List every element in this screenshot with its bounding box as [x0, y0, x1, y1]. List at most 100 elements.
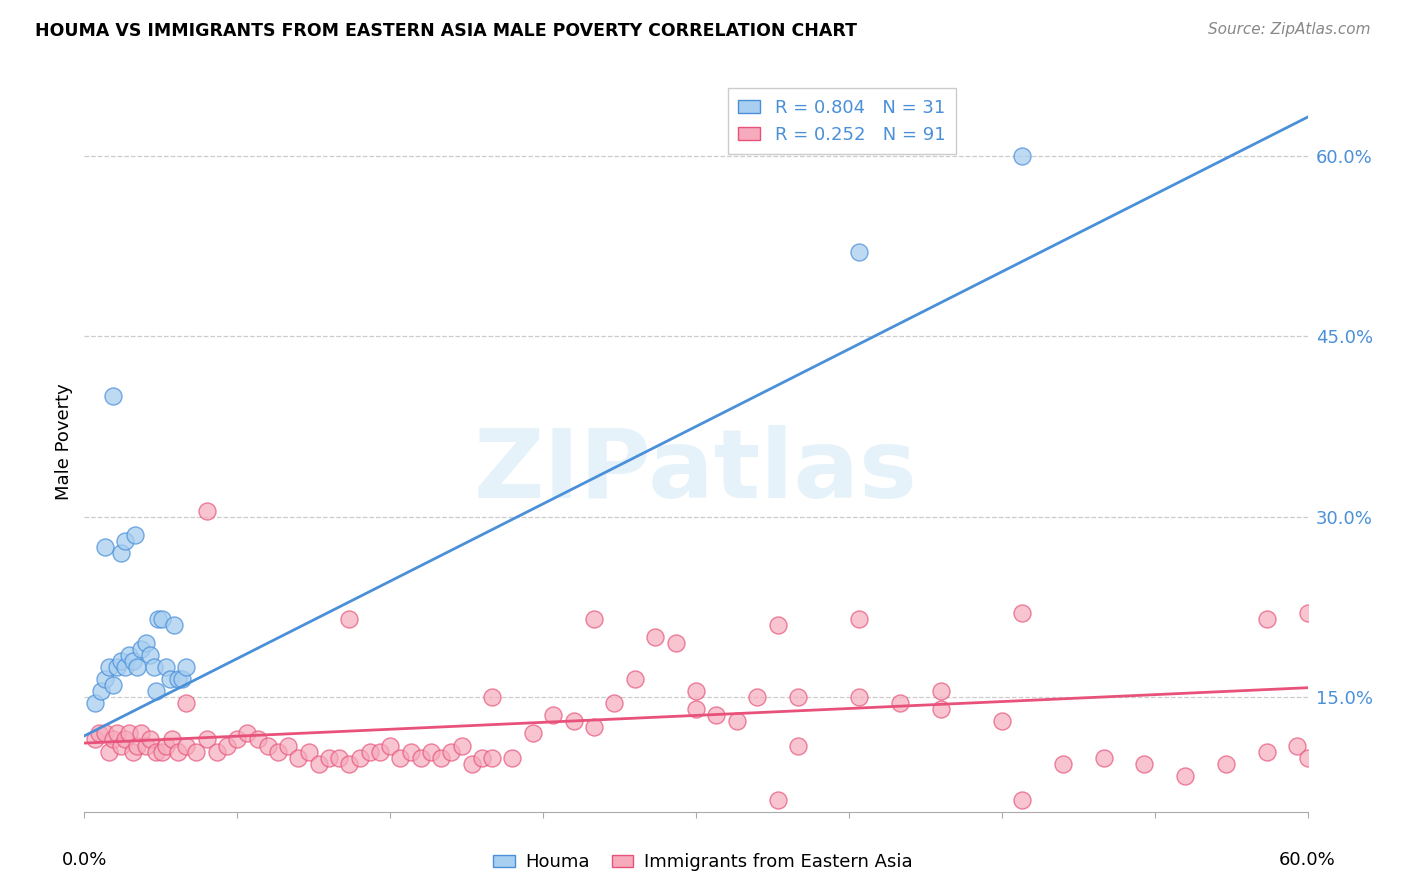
Point: [1256, 745, 1278, 759]
Point: [167, 745, 190, 759]
Legend: Houma, Immigrants from Eastern Asia: Houma, Immigrants from Eastern Asia: [486, 847, 920, 879]
Point: [1296, 750, 1319, 764]
Point: [389, 750, 412, 764]
Point: [105, 726, 128, 740]
Point: [83, 697, 105, 711]
Point: [583, 721, 606, 735]
Point: [150, 612, 173, 626]
Point: [481, 750, 503, 764]
Point: [138, 648, 160, 663]
Point: [146, 612, 169, 626]
Point: [522, 726, 544, 740]
Point: [481, 690, 503, 705]
Point: [90, 684, 112, 698]
Point: [205, 745, 228, 759]
Point: [1215, 756, 1237, 771]
Point: [127, 660, 149, 674]
Point: [83, 732, 105, 747]
Point: [87, 726, 110, 740]
Point: [145, 684, 167, 698]
Point: [328, 750, 350, 764]
Point: [665, 636, 688, 650]
Point: [277, 739, 299, 753]
Point: [848, 612, 870, 626]
Point: [603, 697, 626, 711]
Point: [135, 739, 157, 753]
Point: [848, 690, 870, 705]
Point: [124, 528, 146, 542]
Point: [118, 726, 141, 740]
Point: [122, 654, 145, 668]
Point: [929, 702, 952, 716]
Point: [318, 750, 340, 764]
Point: [114, 533, 136, 548]
Point: [1286, 739, 1309, 753]
Point: [685, 702, 707, 716]
Point: [267, 745, 290, 759]
Point: [725, 714, 748, 729]
Point: [101, 389, 124, 403]
Point: [644, 630, 666, 644]
Point: [172, 673, 194, 687]
Point: [766, 793, 789, 807]
Point: [114, 660, 136, 674]
Point: [991, 714, 1014, 729]
Point: [461, 756, 484, 771]
Point: [122, 745, 145, 759]
Y-axis label: Male Poverty: Male Poverty: [55, 384, 73, 500]
Point: [287, 750, 309, 764]
Point: [368, 745, 391, 759]
Point: [471, 750, 494, 764]
Point: [101, 732, 124, 747]
Point: [101, 678, 124, 692]
Point: [420, 745, 443, 759]
Point: [131, 642, 153, 657]
Point: [257, 739, 280, 753]
Point: [159, 673, 181, 687]
Point: [298, 745, 321, 759]
Text: ZIPatlas: ZIPatlas: [474, 425, 918, 517]
Text: 60.0%: 60.0%: [1279, 851, 1336, 869]
Point: [160, 732, 183, 747]
Point: [145, 745, 167, 759]
Legend: R = 0.804   N = 31, R = 0.252   N = 91: R = 0.804 N = 31, R = 0.252 N = 91: [728, 87, 956, 154]
Point: [131, 726, 153, 740]
Point: [1011, 148, 1033, 162]
Point: [135, 636, 157, 650]
Point: [1092, 750, 1115, 764]
Point: [246, 732, 269, 747]
Point: [93, 673, 115, 687]
Point: [110, 654, 132, 668]
Point: [624, 673, 647, 687]
Point: [430, 750, 453, 764]
Point: [110, 546, 132, 560]
Point: [747, 690, 769, 705]
Point: [440, 745, 463, 759]
Point: [339, 756, 361, 771]
Point: [226, 732, 249, 747]
Point: [114, 732, 136, 747]
Point: [889, 697, 911, 711]
Point: [450, 739, 472, 753]
Point: [359, 745, 381, 759]
Point: [787, 690, 810, 705]
Point: [349, 750, 371, 764]
Point: [1052, 756, 1074, 771]
Point: [138, 732, 160, 747]
Point: [97, 745, 120, 759]
Point: [1011, 793, 1033, 807]
Point: [1256, 612, 1278, 626]
Point: [163, 618, 186, 632]
Point: [1133, 756, 1156, 771]
Point: [110, 739, 132, 753]
Point: [174, 697, 197, 711]
Point: [502, 750, 524, 764]
Point: [380, 739, 402, 753]
Point: [543, 708, 565, 723]
Point: [339, 612, 361, 626]
Point: [1296, 606, 1319, 620]
Point: [1011, 606, 1033, 620]
Point: [929, 684, 952, 698]
Point: [236, 726, 259, 740]
Point: [409, 750, 432, 764]
